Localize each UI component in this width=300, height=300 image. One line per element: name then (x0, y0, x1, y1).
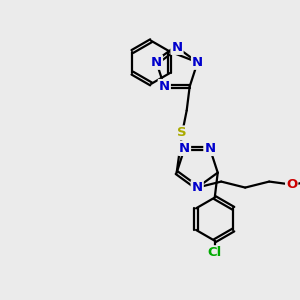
Text: Cl: Cl (208, 246, 222, 259)
Text: N: N (204, 142, 215, 155)
Text: N: N (171, 41, 183, 54)
Text: N: N (151, 56, 162, 69)
Text: N: N (192, 56, 203, 69)
Text: O: O (286, 178, 297, 191)
Text: S: S (177, 127, 187, 140)
Text: N: N (159, 80, 170, 93)
Text: N: N (192, 181, 203, 194)
Text: N: N (179, 142, 190, 155)
